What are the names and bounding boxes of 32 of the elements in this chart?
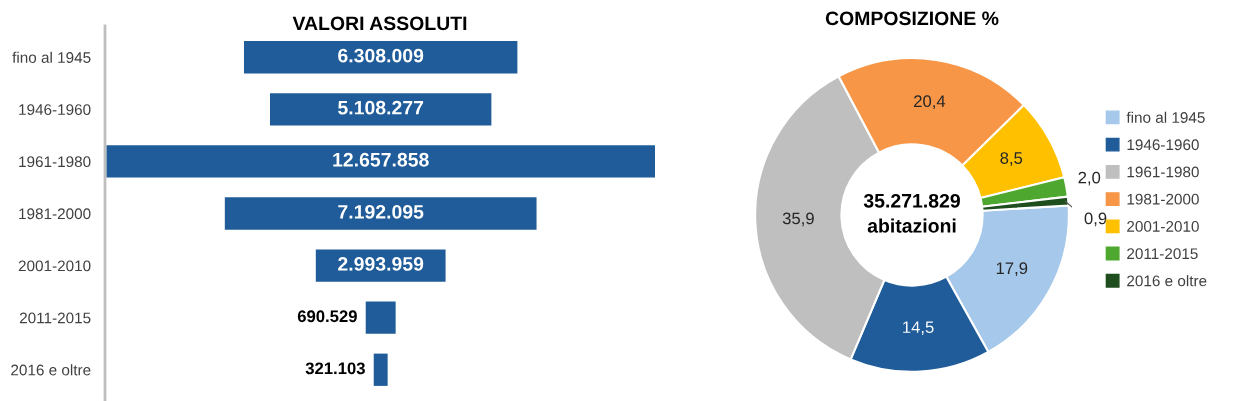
data-label: 2.993.959 bbox=[338, 257, 424, 271]
data-label: 2,0 bbox=[1078, 171, 1101, 186]
category-label: 1981-2000 bbox=[19, 208, 91, 220]
legend-label: 2011-2015 bbox=[1127, 248, 1198, 260]
category-label: 2001-2010 bbox=[18, 260, 91, 272]
legend-label: fino al 1945 bbox=[1126, 111, 1205, 123]
category-label: 1946-1960 bbox=[19, 104, 91, 116]
text: abitazioni bbox=[867, 218, 956, 233]
category-label: 2011-2015 bbox=[19, 312, 91, 324]
text: VALORI ASSOLUTI bbox=[292, 16, 467, 31]
data-label: 6.308.009 bbox=[338, 48, 424, 63]
category-label: 1961-1980 bbox=[19, 156, 91, 168]
data-label: 0,9 bbox=[1084, 212, 1107, 227]
data-label: 17,9 bbox=[996, 262, 1028, 277]
legend-label: 2016 e oltre bbox=[1127, 275, 1207, 287]
data-label: 690.529 bbox=[297, 310, 357, 323]
category-label: 2016 e oltre bbox=[11, 364, 91, 376]
legend-label: 1946-1960 bbox=[1127, 139, 1199, 151]
data-label: 8,5 bbox=[1000, 152, 1023, 166]
data-label: 5.108.277 bbox=[338, 100, 424, 115]
category-label: fino al 1945 bbox=[12, 51, 91, 63]
data-label: 321.103 bbox=[305, 362, 365, 375]
text: 35.271.829 bbox=[863, 193, 960, 208]
data-label: 7.192.095 bbox=[338, 204, 424, 219]
data-label: 20,4 bbox=[914, 95, 946, 110]
legend-label: 1961-1980 bbox=[1127, 166, 1199, 178]
legend-label: 1981-2000 bbox=[1127, 193, 1199, 205]
chart-title: COMPOSIZIONE % bbox=[825, 11, 999, 26]
data-label: 12.657.858 bbox=[333, 152, 429, 167]
data-label: 35,9 bbox=[782, 212, 814, 227]
legend-label: 2001-2010 bbox=[1127, 221, 1199, 232]
data-label: 14,5 bbox=[903, 321, 934, 336]
